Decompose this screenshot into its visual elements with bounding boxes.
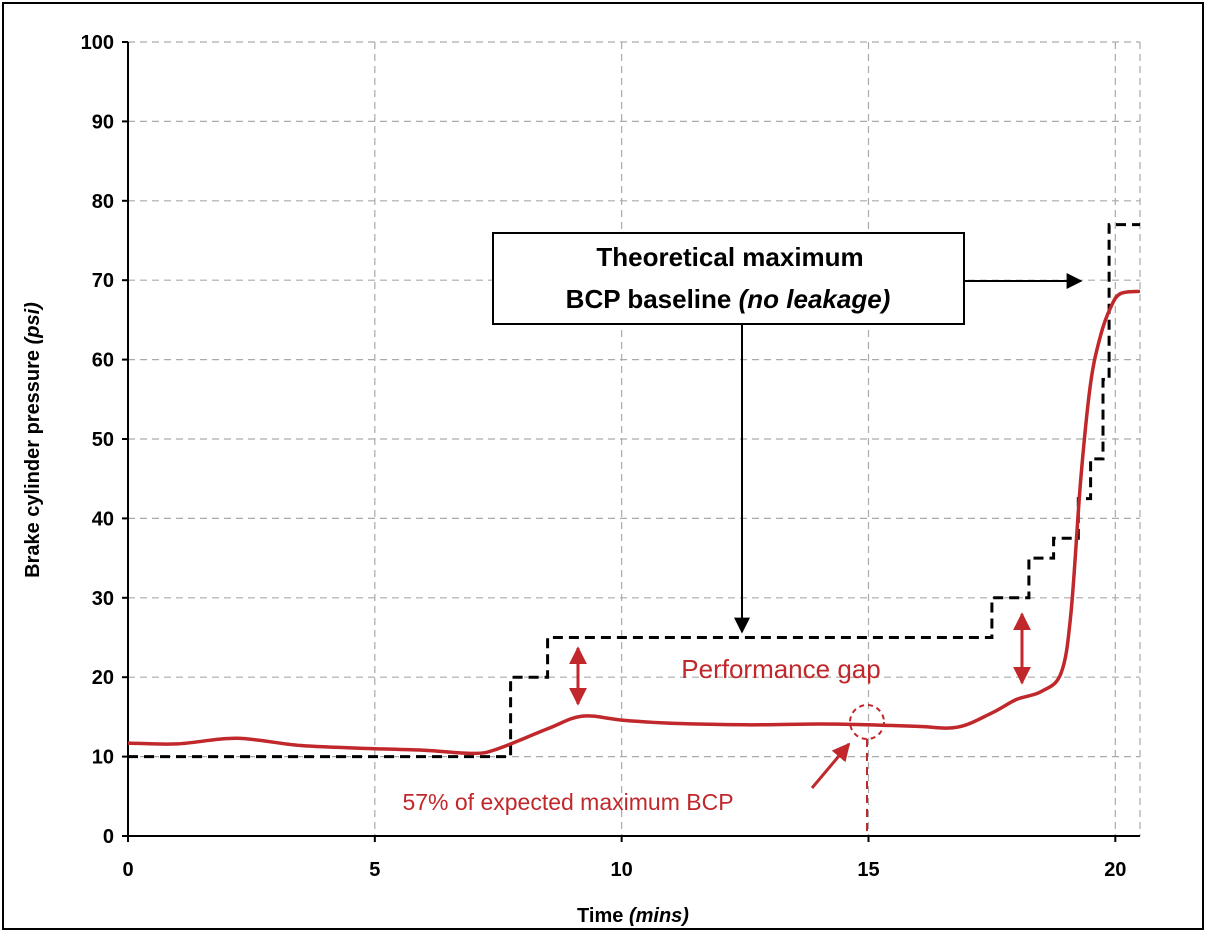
y-tick-label: 0	[103, 826, 114, 848]
y-tick-label: 10	[92, 747, 114, 769]
annotation-theoretical-max: Theoretical maximum BCP baseline (no lea…	[492, 232, 1083, 634]
x-tick-label: 20	[1104, 859, 1126, 881]
performance-gap-label: Performance gap	[681, 654, 880, 684]
x-tick-label: 5	[369, 859, 380, 881]
annotation-box	[492, 232, 965, 325]
y-tick-labels: 0 10 20 30 40 50 60 70 80 90 100	[81, 32, 114, 848]
annotation-performance-gap: Performance gap	[569, 612, 1031, 706]
x-tick-labels: 0 5 10 15 20	[122, 859, 1126, 881]
arrow-to-circle	[810, 742, 851, 789]
x-tick-label: 15	[857, 859, 879, 881]
x-tick-label: 10	[611, 859, 633, 881]
y-tick-label: 20	[92, 667, 114, 689]
gridlines	[128, 41, 1141, 836]
y-tick-label: 60	[92, 350, 114, 372]
y-tick-label: 40	[92, 508, 114, 530]
x-tick-label: 0	[122, 859, 133, 881]
highlight-circle	[849, 704, 885, 740]
y-tick-label: 100	[81, 32, 114, 54]
y-tick-label: 50	[92, 429, 114, 451]
y-tick-label: 90	[92, 111, 114, 133]
annotation-box-line2: BCP baseline (no leakage)	[566, 284, 891, 314]
axes	[122, 41, 1140, 842]
expected-max-label: 57% of expected maximum BCP	[402, 789, 733, 815]
series-measured-bcp	[127, 289, 1141, 756]
series-theoretical-baseline	[128, 223, 1140, 759]
annotation-box-line1: Theoretical maximum	[596, 242, 863, 272]
y-axis-title: Brake cylinder pressure (psi)	[22, 302, 44, 578]
y-tick-label: 80	[92, 191, 114, 213]
series-group	[127, 223, 1141, 759]
y-tick-label: 30	[92, 588, 114, 610]
y-tick-label: 70	[92, 270, 114, 292]
x-axis-title: Time (mins)	[577, 905, 689, 927]
annotation-expected-max: 57% of expected maximum BCP	[402, 704, 885, 836]
